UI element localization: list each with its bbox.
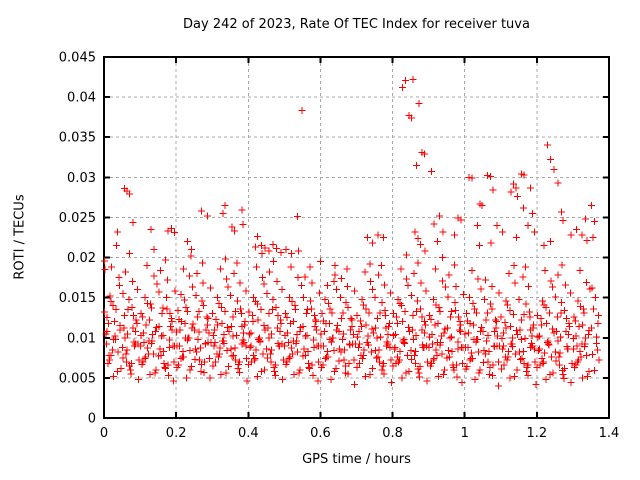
x-tick-label: 0.6 xyxy=(310,426,331,441)
y-tick-label: 0.01 xyxy=(67,331,96,346)
data-points xyxy=(100,76,603,390)
x-tick-label: 0.2 xyxy=(166,426,187,441)
y-tick-label: 0.045 xyxy=(59,51,96,66)
x-axis-label: GPS time / hours xyxy=(302,452,411,467)
y-tick-label: 0 xyxy=(88,412,96,427)
x-tick-label: 0 xyxy=(100,426,108,441)
y-axis-label: ROTI / TECUs xyxy=(12,194,28,280)
y-tick-label: 0.02 xyxy=(67,251,96,266)
y-tick-label: 0.005 xyxy=(59,371,96,386)
x-tick-label: 0.8 xyxy=(382,426,403,441)
plot-frame xyxy=(103,56,610,419)
x-tick-label: 1 xyxy=(461,426,469,441)
y-tick-label: 0.04 xyxy=(67,91,96,106)
y-tick-label: 0.025 xyxy=(59,211,96,226)
x-tick-label: 1.4 xyxy=(599,426,620,441)
y-tick-label: 0.035 xyxy=(59,131,96,146)
y-tick-label: 0.015 xyxy=(59,291,96,306)
x-tick-label: 0.4 xyxy=(238,426,259,441)
chart-title: Day 242 of 2023, Rate Of TEC Index for r… xyxy=(183,17,530,32)
y-tick-label: 0.03 xyxy=(67,171,96,186)
x-tick-label: 1.2 xyxy=(527,426,548,441)
